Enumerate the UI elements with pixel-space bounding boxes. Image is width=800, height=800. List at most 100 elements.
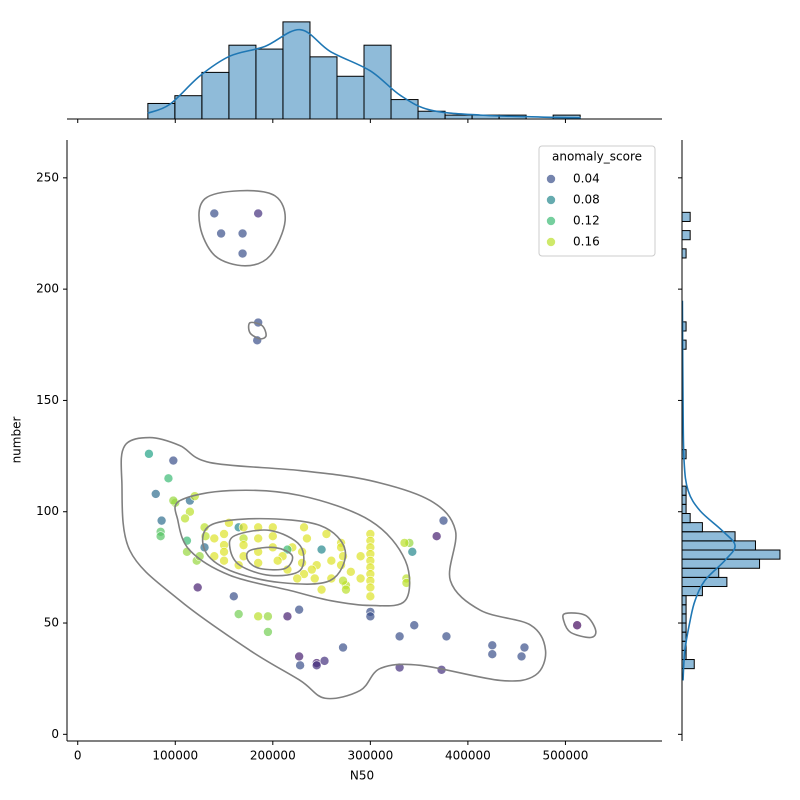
kde-contour bbox=[247, 321, 267, 340]
point bbox=[394, 662, 405, 673]
point bbox=[407, 546, 418, 557]
point bbox=[292, 573, 302, 584]
point bbox=[216, 228, 226, 239]
point bbox=[316, 544, 327, 555]
point bbox=[487, 640, 498, 651]
point bbox=[268, 531, 278, 542]
histogram-bar bbox=[681, 494, 687, 505]
histogram-bar bbox=[681, 248, 687, 259]
kde-contour bbox=[562, 612, 597, 639]
point bbox=[238, 540, 249, 550]
kde-contour bbox=[228, 529, 305, 577]
y-axis-label: number bbox=[10, 417, 24, 464]
legend-marker bbox=[546, 216, 556, 226]
point bbox=[144, 449, 154, 459]
point bbox=[185, 506, 195, 517]
point bbox=[326, 555, 337, 566]
point bbox=[299, 569, 309, 579]
point bbox=[263, 627, 273, 637]
kde-contour bbox=[174, 489, 411, 607]
point bbox=[253, 611, 263, 622]
point bbox=[341, 584, 351, 595]
point bbox=[338, 575, 348, 586]
legend-marker bbox=[546, 237, 556, 247]
kde-line bbox=[681, 300, 736, 681]
point bbox=[394, 631, 405, 642]
point bbox=[253, 533, 263, 544]
histogram-bar bbox=[444, 114, 473, 120]
histogram-bar bbox=[681, 595, 687, 606]
point bbox=[295, 660, 305, 671]
legend-marker bbox=[546, 174, 556, 184]
point bbox=[401, 578, 412, 588]
point bbox=[253, 546, 263, 557]
point bbox=[516, 651, 527, 662]
histogram-bar bbox=[681, 230, 691, 241]
point bbox=[438, 515, 449, 526]
point bbox=[192, 582, 203, 593]
kde-contour bbox=[201, 517, 347, 585]
point bbox=[237, 248, 248, 259]
kde-line bbox=[147, 28, 581, 119]
point bbox=[150, 489, 161, 499]
y-tick-label: 200 bbox=[36, 282, 59, 296]
point bbox=[309, 573, 320, 584]
point bbox=[365, 591, 376, 602]
histogram-bar bbox=[681, 513, 691, 524]
histogram-bar bbox=[681, 503, 687, 515]
point bbox=[399, 538, 410, 548]
point bbox=[155, 531, 166, 542]
x-tick-label: 500000 bbox=[543, 749, 589, 763]
point bbox=[268, 522, 278, 533]
point bbox=[180, 513, 190, 524]
kde-contour bbox=[245, 546, 294, 571]
legend-box bbox=[538, 145, 656, 257]
point bbox=[355, 551, 366, 562]
x-axis-label: N50 bbox=[350, 769, 374, 783]
histogram-bar bbox=[201, 71, 230, 120]
point bbox=[299, 522, 309, 533]
y-tick-label: 50 bbox=[44, 616, 59, 630]
histogram-bar bbox=[681, 211, 691, 222]
point bbox=[209, 208, 220, 219]
histogram-bar bbox=[681, 540, 756, 551]
point bbox=[431, 531, 442, 542]
histogram-bar bbox=[309, 56, 338, 120]
point bbox=[302, 533, 312, 544]
point bbox=[228, 591, 239, 602]
x-tick-label: 300000 bbox=[347, 749, 393, 763]
histogram-bar bbox=[390, 99, 419, 120]
histogram-bar bbox=[363, 44, 392, 120]
histogram-bar bbox=[174, 95, 203, 120]
point bbox=[365, 611, 376, 622]
point bbox=[365, 582, 376, 593]
y-tick-label: 150 bbox=[36, 393, 59, 407]
histogram-bar bbox=[336, 75, 365, 120]
point bbox=[282, 611, 293, 622]
point bbox=[321, 529, 332, 539]
point bbox=[307, 564, 317, 575]
point bbox=[168, 495, 179, 506]
point bbox=[156, 515, 167, 526]
point bbox=[219, 529, 229, 539]
legend-label: 0.08 bbox=[573, 193, 600, 207]
kde-contour bbox=[120, 436, 547, 700]
legend-marker bbox=[546, 195, 556, 205]
point bbox=[355, 573, 366, 584]
point bbox=[338, 642, 348, 653]
kde-contour bbox=[198, 189, 287, 267]
point bbox=[233, 609, 244, 619]
point bbox=[294, 651, 304, 662]
point bbox=[409, 620, 420, 631]
histogram-bar bbox=[681, 522, 703, 533]
histogram-bar bbox=[681, 622, 687, 633]
point bbox=[219, 555, 229, 566]
legend-label: 0.16 bbox=[573, 235, 600, 249]
point bbox=[319, 656, 330, 666]
y-tick-label: 0 bbox=[51, 727, 59, 741]
legend-label: 0.04 bbox=[573, 172, 600, 186]
legend-label: 0.12 bbox=[573, 214, 600, 228]
point bbox=[238, 551, 249, 562]
point bbox=[263, 611, 273, 622]
x-tick-label: 0 bbox=[74, 749, 82, 763]
